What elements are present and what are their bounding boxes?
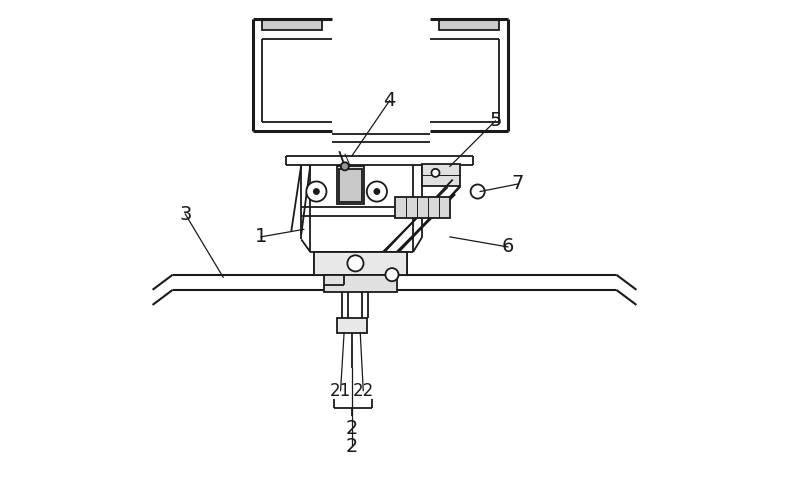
Bar: [422, 164, 460, 186]
Circle shape: [347, 255, 364, 271]
Text: 1: 1: [255, 227, 267, 246]
Circle shape: [306, 181, 327, 202]
Bar: [337, 318, 367, 333]
Bar: [439, 19, 499, 30]
Circle shape: [314, 189, 319, 194]
Circle shape: [432, 169, 439, 177]
Circle shape: [367, 181, 387, 202]
Text: 22: 22: [353, 382, 374, 400]
Text: 21: 21: [330, 382, 351, 400]
Bar: [324, 275, 397, 292]
Text: 6: 6: [502, 237, 514, 257]
Text: 4: 4: [383, 91, 395, 110]
Circle shape: [470, 184, 484, 199]
Text: 3: 3: [179, 205, 192, 224]
Bar: [314, 252, 407, 275]
Text: 7: 7: [512, 174, 524, 194]
Bar: [394, 197, 450, 218]
Bar: [263, 19, 323, 30]
Bar: [339, 169, 361, 202]
Text: 5: 5: [489, 111, 502, 131]
Text: 2: 2: [346, 436, 358, 456]
Circle shape: [374, 189, 380, 194]
Bar: [337, 166, 365, 204]
Text: 2: 2: [346, 419, 358, 438]
Circle shape: [386, 268, 398, 281]
Circle shape: [341, 162, 349, 170]
